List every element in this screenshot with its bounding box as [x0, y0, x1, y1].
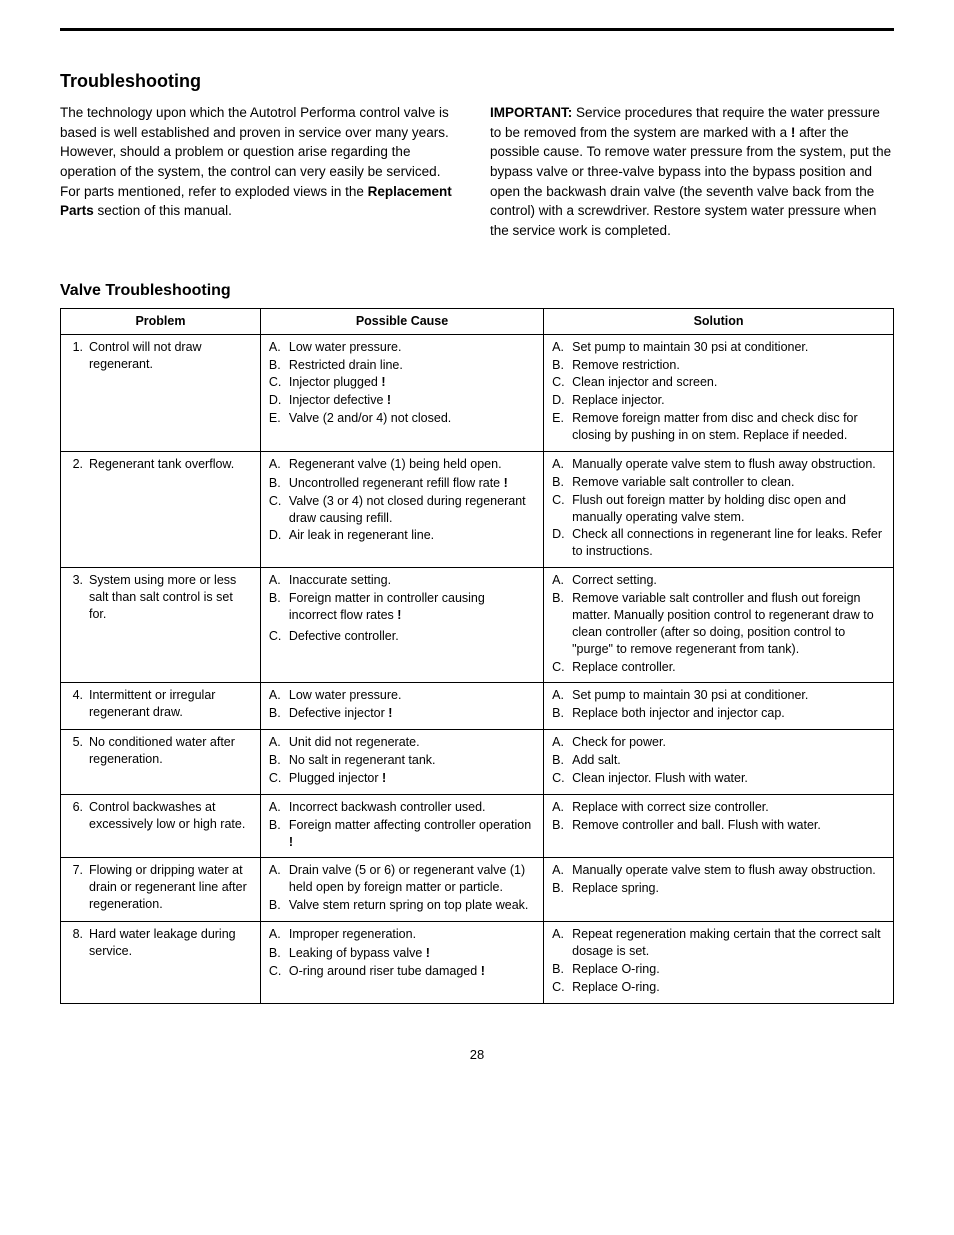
list-item: A.Low water pressure. — [269, 339, 535, 356]
cell-solution: A.Set pump to maintain 30 psi at conditi… — [544, 334, 894, 451]
list-item: E.Remove foreign matter from disc and ch… — [552, 410, 885, 444]
table-row: 6.Control backwashes at excessively low … — [61, 794, 894, 858]
header-problem: Problem — [61, 308, 261, 334]
list-item: B.Add salt. — [552, 752, 885, 769]
list-item: B.Remove restriction. — [552, 357, 885, 374]
intro-left: The technology upon which the Autotrol P… — [60, 103, 464, 240]
cell-solution: A.Replace with correct size controller.B… — [544, 794, 894, 858]
cell-problem: 8.Hard water leakage during service. — [61, 922, 261, 1004]
list-item: A.Set pump to maintain 30 psi at conditi… — [552, 339, 885, 356]
section-title: Troubleshooting — [60, 69, 894, 93]
list-item: B.Uncontrolled regenerant refill flow ra… — [269, 475, 535, 492]
list-item: D.Check all connections in regenerant li… — [552, 526, 885, 560]
list-item: B.Defective injector ! — [269, 705, 535, 722]
list-item: B.Replace O-ring. — [552, 961, 885, 978]
list-item: E.Valve (2 and/or 4) not closed. — [269, 410, 535, 427]
list-item: C.Flush out foreign matter by holding di… — [552, 492, 885, 526]
list-item: C.Replace O-ring. — [552, 979, 885, 996]
top-rule — [60, 28, 894, 31]
list-item: B.Foreign matter in controller causing i… — [269, 590, 535, 624]
list-item: D.Air leak in regenerant line. — [269, 527, 535, 544]
list-item: C.O-ring around riser tube damaged ! — [269, 963, 535, 980]
table-row: 2.Regenerant tank overflow.A.Regenerant … — [61, 451, 894, 567]
cell-cause: A.Low water pressure.B.Defective injecto… — [260, 683, 543, 730]
cell-cause: A.Incorrect backwash controller used.B.F… — [260, 794, 543, 858]
list-item: C.Plugged injector ! — [269, 770, 535, 787]
list-item: A.Drain valve (5 or 6) or regenerant val… — [269, 862, 535, 896]
cell-cause: A.Regenerant valve (1) being held open. B… — [260, 451, 543, 567]
cell-problem: 1.Control will not draw regenerant. — [61, 334, 261, 451]
cell-problem: 2.Regenerant tank overflow. — [61, 451, 261, 567]
troubleshooting-table: Problem Possible Cause Solution 1.Contro… — [60, 308, 894, 1004]
cell-problem: 4.Intermittent or irregular regenerant d… — [61, 683, 261, 730]
list-item: B.Remove variable salt controller to cle… — [552, 474, 885, 491]
document-page: Troubleshooting The technology upon whic… — [0, 0, 954, 1103]
cell-cause: A.Low water pressure.B.Restricted drain … — [260, 334, 543, 451]
list-item: C.Clean injector and screen. — [552, 374, 885, 391]
list-item: D.Injector defective ! — [269, 392, 535, 409]
list-item: A.Incorrect backwash controller used. — [269, 799, 535, 816]
list-item: B.Replace spring. — [552, 880, 885, 897]
cell-cause: A.Improper regeneration. B.Leaking of byp… — [260, 922, 543, 1004]
table-header-row: Problem Possible Cause Solution — [61, 308, 894, 334]
list-item: A.Repeat regeneration making certain tha… — [552, 926, 885, 960]
list-item: D.Replace injector. — [552, 392, 885, 409]
list-item: B.Leaking of bypass valve ! — [269, 945, 535, 962]
list-item: C.Clean injector. Flush with water. — [552, 770, 885, 787]
cell-problem: 5.No conditioned water after regeneratio… — [61, 730, 261, 795]
sub-title: Valve Troubleshooting — [60, 280, 894, 302]
table-row: 7.Flowing or dripping water at drain or … — [61, 858, 894, 922]
list-item: A.Set pump to maintain 30 psi at conditi… — [552, 687, 885, 704]
list-item: B.Replace both injector and injector cap… — [552, 705, 885, 722]
list-item: B.Restricted drain line. — [269, 357, 535, 374]
cell-cause: A.Drain valve (5 or 6) or regenerant val… — [260, 858, 543, 922]
cell-solution: A.Manually operate valve stem to flush a… — [544, 858, 894, 922]
table-row: 3.System using more or less salt than sa… — [61, 568, 894, 683]
list-item: C.Valve (3 or 4) not closed during regen… — [269, 493, 535, 527]
list-item: B.Valve stem return spring on top plate … — [269, 897, 535, 914]
cell-cause: A.Unit did not regenerate.B.No salt in r… — [260, 730, 543, 795]
cell-cause: A.Inaccurate setting.B.Foreign matter in… — [260, 568, 543, 683]
list-item: C.Injector plugged ! — [269, 374, 535, 391]
page-number: 28 — [60, 1046, 894, 1064]
header-solution: Solution — [544, 308, 894, 334]
list-item: A.Replace with correct size controller. — [552, 799, 885, 816]
cell-solution: A.Set pump to maintain 30 psi at conditi… — [544, 683, 894, 730]
cell-solution: A.Check for power.B.Add salt.C.Clean inj… — [544, 730, 894, 795]
table-row: 1.Control will not draw regenerant.A.Low… — [61, 334, 894, 451]
cell-solution: A.Repeat regeneration making certain tha… — [544, 922, 894, 1004]
list-item: B.Remove controller and ball. Flush with… — [552, 817, 885, 834]
list-item: A.Unit did not regenerate. — [269, 734, 535, 751]
list-item: C.Defective controller. — [269, 628, 535, 645]
cell-solution: A.Correct setting.B.Remove variable salt… — [544, 568, 894, 683]
list-item: A.Low water pressure. — [269, 687, 535, 704]
cell-problem: 7.Flowing or dripping water at drain or … — [61, 858, 261, 922]
header-cause: Possible Cause — [260, 308, 543, 334]
table-row: 5.No conditioned water after regeneratio… — [61, 730, 894, 795]
list-item: A.Regenerant valve (1) being held open. — [269, 456, 535, 473]
list-item: A.Inaccurate setting. — [269, 572, 535, 589]
list-item: B.No salt in regenerant tank. — [269, 752, 535, 769]
cell-problem: 6.Control backwashes at excessively low … — [61, 794, 261, 858]
intro-columns: The technology upon which the Autotrol P… — [60, 103, 894, 240]
table-row: 8.Hard water leakage during service.A.Im… — [61, 922, 894, 1004]
list-item: A.Manually operate valve stem to flush a… — [552, 456, 885, 473]
list-item: B.Foreign matter affecting controller op… — [269, 817, 535, 851]
table-row: 4.Intermittent or irregular regenerant d… — [61, 683, 894, 730]
cell-solution: A.Manually operate valve stem to flush a… — [544, 451, 894, 567]
list-item: B.Remove variable salt controller and fl… — [552, 590, 885, 658]
intro-right: IMPORTANT: Service procedures that requi… — [490, 103, 894, 240]
cell-problem: 3.System using more or less salt than sa… — [61, 568, 261, 683]
list-item: A.Correct setting. — [552, 572, 885, 589]
list-item: C.Replace controller. — [552, 659, 885, 676]
list-item: A.Improper regeneration. — [269, 926, 535, 943]
table-body: 1.Control will not draw regenerant.A.Low… — [61, 334, 894, 1003]
list-item: A.Manually operate valve stem to flush a… — [552, 862, 885, 879]
list-item: A.Check for power. — [552, 734, 885, 751]
